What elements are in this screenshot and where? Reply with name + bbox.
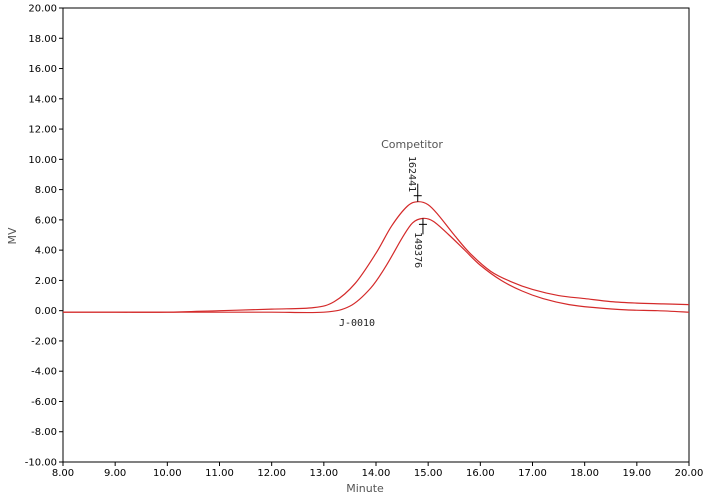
competitor-label: Competitor: [381, 138, 443, 151]
x-tick-label: 13.00: [310, 468, 339, 479]
y-tick-label: -8.00: [31, 427, 57, 438]
peak-label-competitor: 162441: [406, 156, 417, 192]
y-tick-label: 20.00: [28, 4, 57, 15]
j-0010-label: J-0010: [339, 318, 375, 329]
y-tick-label: 4.00: [35, 246, 57, 257]
x-tick-label: 20.00: [675, 468, 704, 479]
y-tick-label: 2.00: [35, 276, 57, 287]
x-tick-label: 19.00: [623, 468, 652, 479]
plot-frame: [62, 7, 690, 463]
series-line-competitor: [63, 201, 690, 313]
y-tick-label: 18.00: [28, 34, 57, 45]
x-axis-title: Minute: [346, 482, 384, 495]
x-tick-label: 10.00: [153, 468, 182, 479]
series-lines: [63, 183, 690, 314]
x-tick-label: 16.00: [466, 468, 495, 479]
x-tick-label: 15.00: [414, 468, 443, 479]
axes: [62, 7, 690, 463]
y-tick-label: 0.00: [35, 306, 57, 317]
y-tick-label: -10.00: [25, 458, 57, 469]
x-tick-label: 8.00: [52, 468, 74, 479]
x-tick-label: 9.00: [104, 468, 126, 479]
y-tick-label: -6.00: [31, 397, 57, 408]
y-tick-label: 6.00: [35, 215, 57, 226]
y-axis-title: MV: [6, 227, 19, 244]
y-tick-label: -4.00: [31, 367, 57, 378]
tick-labels: 8.00 9.00 10.00 11.00 12.00 13.00 14.00 15.00 16…: [25, 4, 704, 480]
y-tick-label: 14.00: [28, 94, 57, 105]
y-tick-label: 16.00: [28, 64, 57, 75]
x-tick-label: 14.00: [362, 468, 391, 479]
peak-label-j-0010: 149376: [412, 232, 423, 268]
x-tick-label: 17.00: [518, 468, 547, 479]
annotations: Competitor J-0010 162441 149376: [339, 138, 443, 329]
y-tick-label: 8.00: [35, 185, 57, 196]
x-tick-label: 11.00: [205, 468, 234, 479]
x-tick-label: 18.00: [570, 468, 599, 479]
series-line-j-0010: [63, 217, 690, 314]
y-tick-label: 10.00: [28, 155, 57, 166]
y-tick-label: -2.00: [31, 336, 57, 347]
y-tick-label: 12.00: [28, 125, 57, 136]
x-tick-label: 12.00: [257, 468, 286, 479]
